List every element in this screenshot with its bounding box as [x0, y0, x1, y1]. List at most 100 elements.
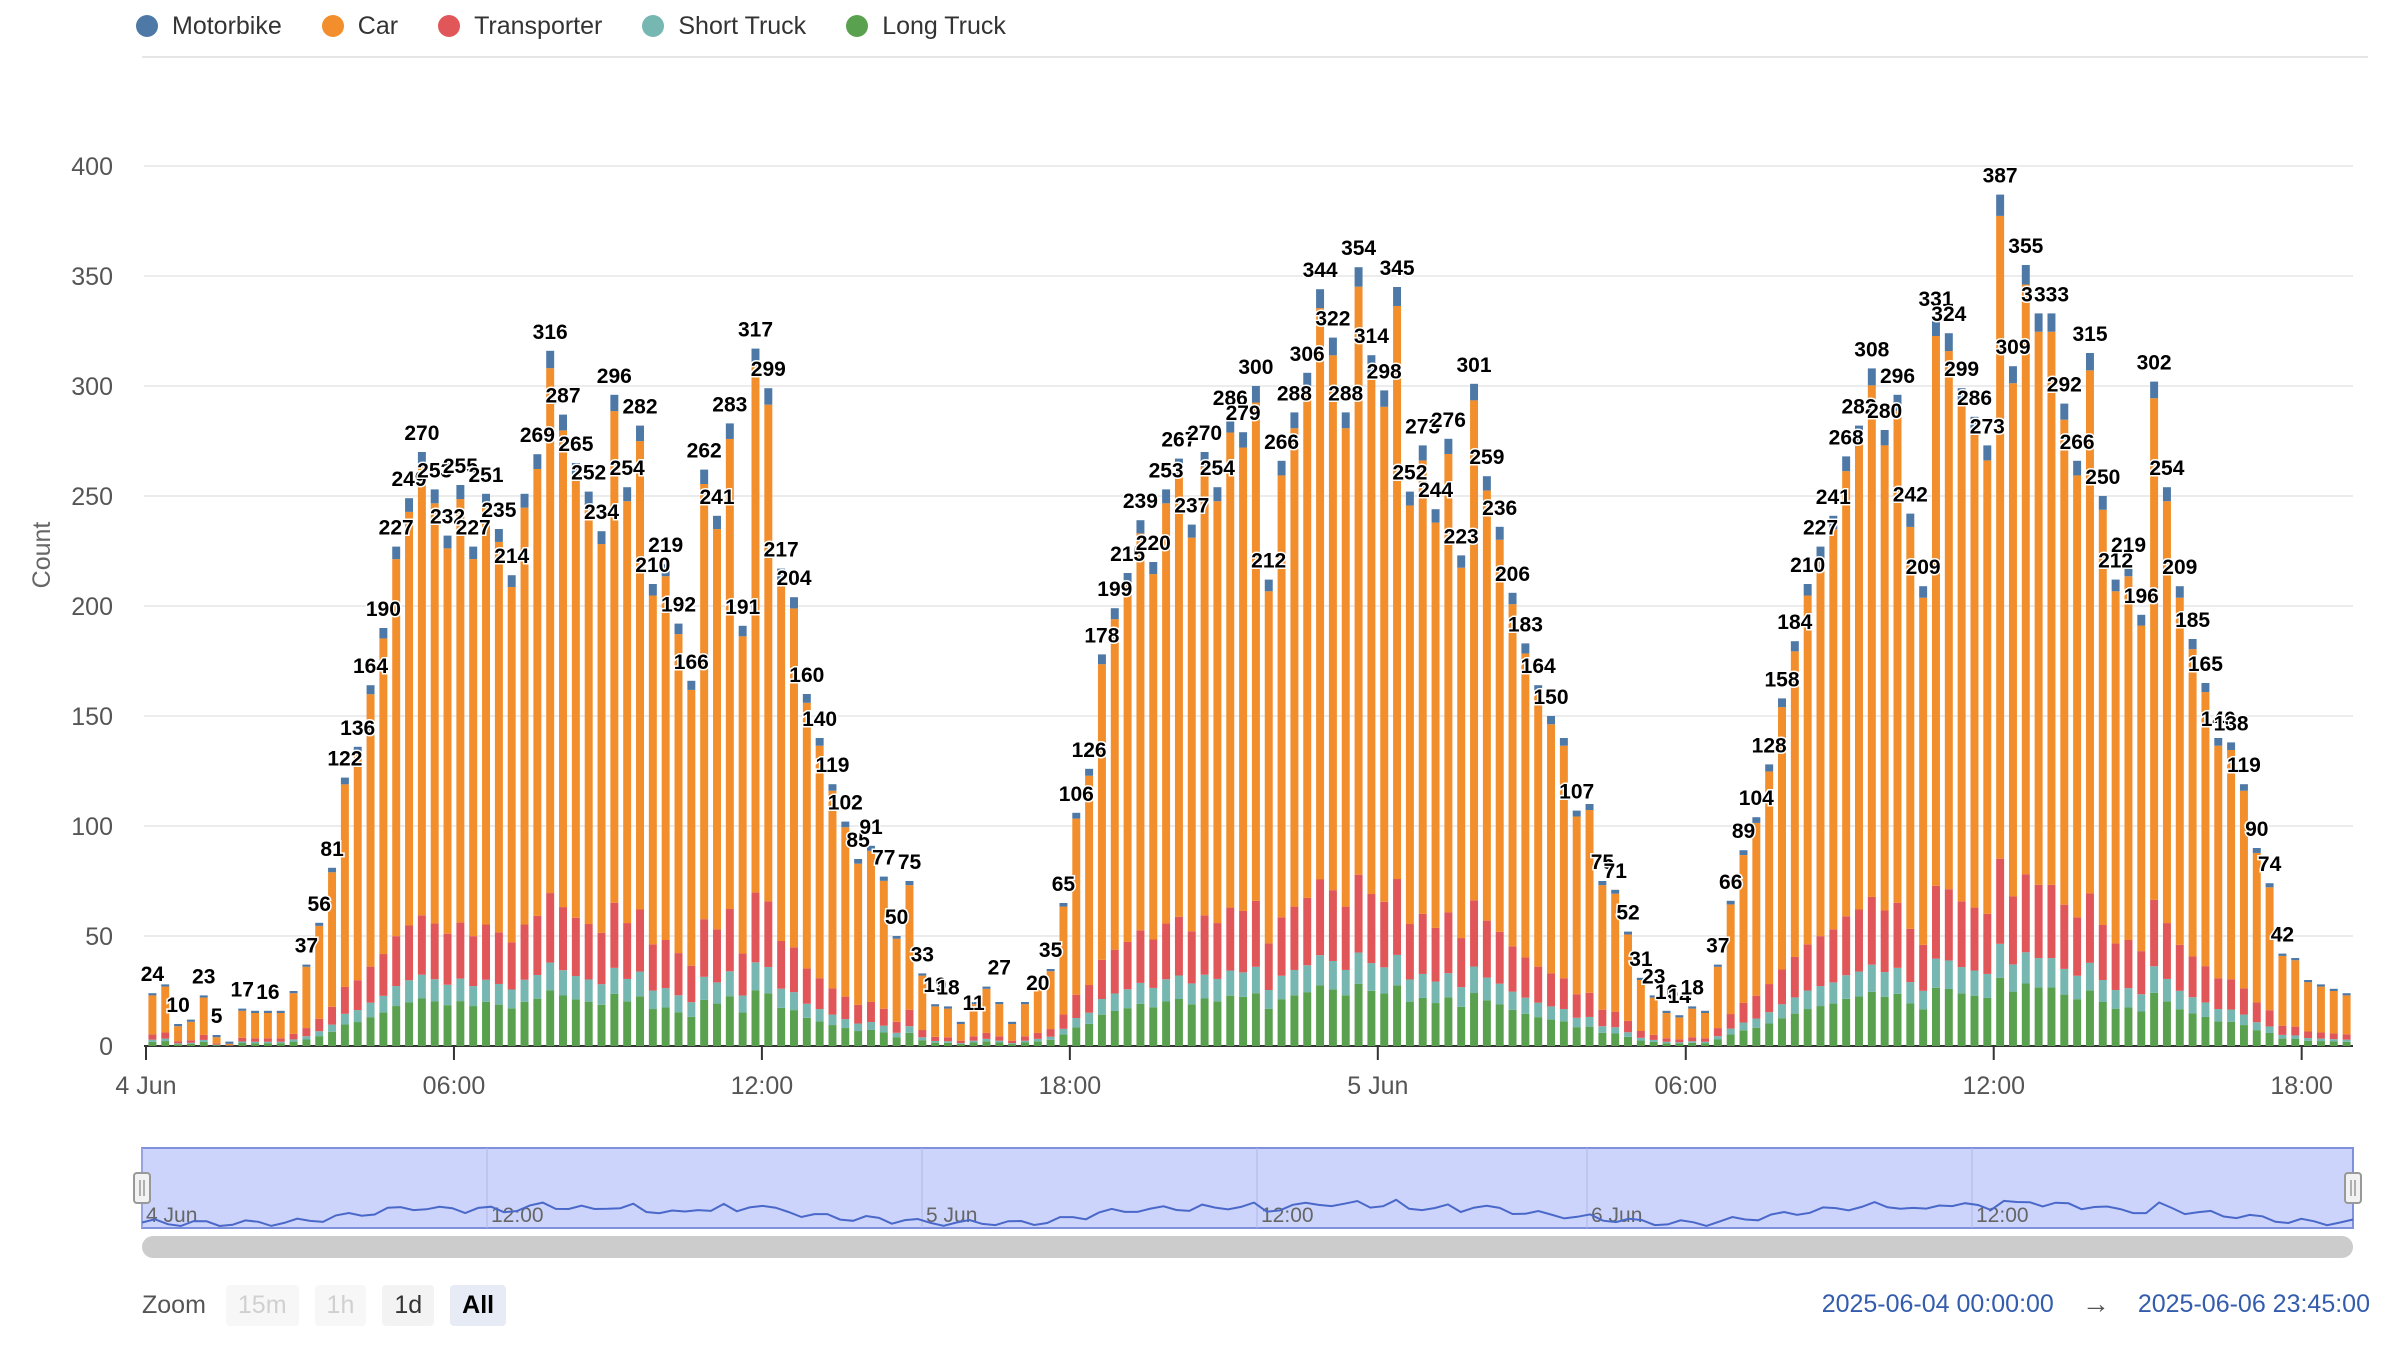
bar-segment[interactable]	[507, 942, 516, 990]
bar-segment[interactable]	[648, 595, 657, 945]
bar-segment[interactable]	[1713, 1028, 1722, 1037]
bar-stack[interactable]	[1906, 513, 1915, 1046]
bar-segment[interactable]	[1097, 654, 1106, 665]
bar-segment[interactable]	[1097, 999, 1106, 1015]
bar-segment[interactable]	[1906, 928, 1915, 983]
bar-segment[interactable]	[943, 1041, 952, 1043]
bar-segment[interactable]	[1932, 317, 1940, 336]
bar-segment[interactable]	[1174, 473, 1183, 917]
bar-segment[interactable]	[2162, 978, 2171, 1002]
bar-segment[interactable]	[1842, 998, 1851, 1046]
bar-segment[interactable]	[1996, 194, 2005, 216]
bar-segment[interactable]	[636, 971, 644, 997]
bar-segment[interactable]	[1803, 584, 1812, 596]
bar-segment[interactable]	[174, 1041, 183, 1044]
bar-segment[interactable]	[1251, 900, 1260, 967]
bar-segment[interactable]	[148, 995, 157, 1035]
bar-segment[interactable]	[648, 1009, 657, 1046]
bar-segment[interactable]	[969, 1002, 978, 1005]
bar-segment[interactable]	[340, 986, 349, 1014]
bar-segment[interactable]	[533, 998, 542, 1046]
bar-segment[interactable]	[1534, 694, 1543, 967]
bar-segment[interactable]	[2342, 995, 2351, 1035]
bar-segment[interactable]	[1996, 858, 2005, 944]
bar-segment[interactable]	[713, 529, 721, 930]
bar-segment[interactable]	[392, 559, 401, 937]
bar-segment[interactable]	[186, 1043, 195, 1046]
bar-segment[interactable]	[276, 1041, 285, 1044]
bar-segment[interactable]	[623, 487, 632, 502]
bar-stack[interactable]	[1264, 579, 1273, 1046]
bar-segment[interactable]	[1239, 432, 1248, 448]
bar-segment[interactable]	[1534, 1002, 1543, 1018]
bar-stack[interactable]	[1983, 445, 1992, 1046]
bar-segment[interactable]	[2188, 649, 2197, 957]
bar-segment[interactable]	[1303, 992, 1312, 1046]
bar-segment[interactable]	[1649, 997, 1658, 1035]
bar-segment[interactable]	[892, 1037, 901, 1046]
bar-segment[interactable]	[802, 1017, 811, 1046]
bar-segment[interactable]	[1970, 907, 1979, 971]
bar-segment[interactable]	[1213, 501, 1222, 924]
bar-stack[interactable]	[1649, 995, 1658, 1046]
bar-segment[interactable]	[353, 980, 362, 1011]
bar-segment[interactable]	[2150, 398, 2159, 900]
bar-segment[interactable]	[995, 1002, 1004, 1005]
bar-segment[interactable]	[494, 541, 503, 933]
bar-segment[interactable]	[1867, 991, 1876, 1046]
bar-segment[interactable]	[790, 597, 798, 609]
bar-segment[interactable]	[1790, 997, 1799, 1014]
bar-stack[interactable]	[2265, 883, 2274, 1046]
bar-segment[interactable]	[417, 466, 426, 916]
bar-segment[interactable]	[379, 628, 388, 639]
bar-segment[interactable]	[1277, 475, 1286, 918]
bar-segment[interactable]	[2060, 968, 2069, 995]
bar-stack[interactable]	[2047, 313, 2056, 1046]
bar-segment[interactable]	[1778, 969, 1786, 1005]
bar-segment[interactable]	[1367, 372, 1376, 895]
bar-stack[interactable]	[1316, 289, 1325, 1046]
bar-segment[interactable]	[315, 1036, 324, 1046]
bar-segment[interactable]	[2021, 874, 2030, 953]
bar-stack[interactable]	[2252, 848, 2261, 1046]
bar-segment[interactable]	[1174, 458, 1183, 474]
bar-segment[interactable]	[597, 531, 606, 545]
bar-segment[interactable]	[1624, 931, 1633, 935]
bar-segment[interactable]	[482, 924, 491, 980]
bar-segment[interactable]	[533, 974, 542, 999]
bar-segment[interactable]	[1611, 1033, 1620, 1047]
bar-segment[interactable]	[2085, 990, 2094, 1046]
bar-stack[interactable]	[1290, 412, 1299, 1046]
bar-segment[interactable]	[1534, 966, 1543, 1003]
bar-segment[interactable]	[918, 975, 927, 1031]
bar-segment[interactable]	[2085, 370, 2094, 894]
bar-segment[interactable]	[1547, 1006, 1556, 1020]
bar-segment[interactable]	[1290, 428, 1299, 907]
bar-stack[interactable]	[315, 922, 324, 1046]
bar-segment[interactable]	[1367, 355, 1376, 373]
bar-segment[interactable]	[405, 511, 414, 926]
bar-stack[interactable]	[841, 821, 850, 1046]
bar-segment[interactable]	[867, 1021, 875, 1030]
bar-segment[interactable]	[276, 1043, 285, 1046]
bar-stack[interactable]	[251, 1010, 260, 1046]
bar-segment[interactable]	[1174, 975, 1183, 1000]
bar-segment[interactable]	[1765, 1012, 1774, 1024]
bar-segment[interactable]	[571, 917, 580, 977]
bar-segment[interactable]	[2098, 925, 2107, 980]
bar-segment[interactable]	[1778, 698, 1786, 708]
bar-segment[interactable]	[2265, 1026, 2274, 1033]
bar-segment[interactable]	[2265, 1010, 2274, 1027]
bar-segment[interactable]	[764, 404, 773, 902]
bar-segment[interactable]	[1932, 958, 1940, 988]
bar-segment[interactable]	[1701, 1043, 1709, 1046]
bar-stack[interactable]	[2150, 381, 2159, 1046]
bar-segment[interactable]	[700, 469, 709, 485]
bar-stack[interactable]	[892, 936, 901, 1046]
bar-segment[interactable]	[2291, 1038, 2300, 1046]
bar-segment[interactable]	[764, 993, 773, 1046]
bar-segment[interactable]	[2124, 940, 2133, 989]
bar-segment[interactable]	[1187, 537, 1196, 932]
bar-segment[interactable]	[1046, 1029, 1055, 1037]
bar-stack[interactable]	[2073, 460, 2082, 1046]
